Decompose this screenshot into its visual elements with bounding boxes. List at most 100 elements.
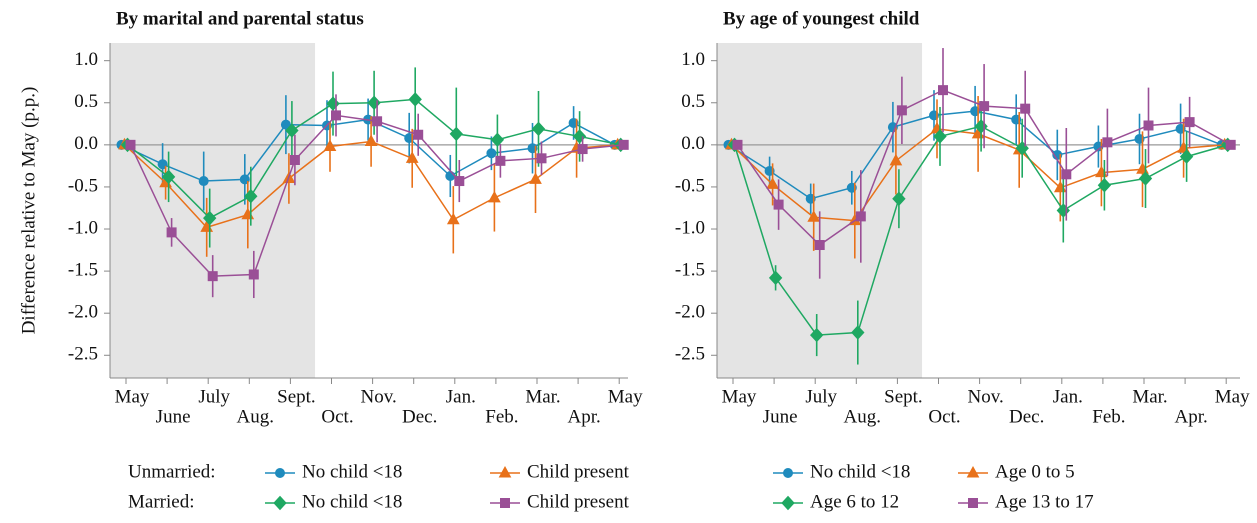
data-point [938, 85, 948, 96]
data-point [285, 123, 299, 138]
data-point [1061, 169, 1072, 180]
legend-marker [273, 495, 287, 511]
legend-label: Age 13 to 17 [995, 491, 1094, 512]
panel-title: By age of youngest child [723, 8, 920, 29]
x-tick-label: Oct. [321, 406, 353, 427]
x-tick-label: May [115, 386, 150, 407]
x-tick-label: June [156, 406, 191, 427]
data-point [814, 240, 825, 251]
shaded-period [110, 43, 316, 378]
data-point [1056, 203, 1070, 218]
data-point [449, 126, 463, 142]
x-tick-label: July [198, 386, 230, 407]
data-point [207, 271, 218, 282]
x-tick-label: Sept. [277, 386, 316, 407]
data-point [490, 132, 505, 148]
data-point [372, 116, 383, 127]
legend-marker [275, 468, 285, 478]
y-tick-label: -0.5 [68, 175, 98, 196]
data-point [1184, 117, 1195, 128]
legend-label: No child <18 [302, 491, 402, 512]
x-tick-label: Apr. [1174, 406, 1207, 427]
y-tick-label: -2.0 [675, 302, 705, 323]
x-tick-label: Jan. [446, 386, 476, 407]
data-point [405, 151, 419, 163]
data-point [289, 154, 300, 165]
data-point [166, 227, 177, 238]
legend-label: Age 6 to 12 [810, 491, 899, 512]
x-tick-label: Nov. [967, 386, 1003, 407]
data-point [198, 176, 209, 187]
x-tick-label: Aug. [237, 406, 274, 427]
legend-marker [498, 465, 512, 478]
data-point [1097, 178, 1112, 193]
data-point [445, 170, 456, 181]
y-tick-label: -2.5 [675, 344, 705, 365]
legend-marker [500, 498, 510, 508]
data-point [855, 211, 866, 222]
data-point [810, 327, 824, 343]
data-point [529, 172, 542, 184]
shaded-period [717, 43, 923, 378]
data-point [1179, 149, 1194, 164]
y-tick-label: 0.5 [74, 91, 98, 112]
y-tick-label: -0.5 [675, 175, 705, 196]
data-point [889, 153, 903, 166]
x-tick-label: Jan. [1053, 386, 1083, 407]
data-point [331, 110, 341, 121]
x-tick-label: June [763, 406, 798, 427]
x-tick-label: Feb. [485, 406, 518, 427]
y-axis-label: Difference relative to May (p.p.) [18, 87, 39, 335]
y-tick-label: 1.0 [74, 49, 98, 70]
y-tick-label: 0.0 [681, 133, 705, 154]
legend-marker [783, 468, 793, 478]
data-point [1225, 139, 1236, 150]
data-point [896, 105, 907, 116]
y-tick-label: -1.5 [68, 259, 98, 280]
x-tick-label: Oct. [928, 406, 960, 427]
data-point [531, 121, 546, 137]
x-tick-label: May [608, 386, 643, 407]
legend-marker [781, 495, 795, 511]
data-point [125, 139, 136, 150]
data-point [768, 270, 783, 286]
x-tick-label: July [805, 386, 837, 407]
data-point [280, 119, 291, 130]
legend-label: Child present [527, 491, 630, 512]
data-point [572, 129, 587, 144]
x-tick-label: Aug. [844, 406, 881, 427]
data-point [1136, 162, 1149, 174]
x-tick-label: Sept. [884, 386, 923, 407]
legend-row-label: Unmarried: [128, 461, 216, 482]
y-tick-label: 1.0 [681, 49, 705, 70]
x-tick-label: May [1215, 386, 1250, 407]
data-point [807, 210, 821, 222]
data-point [244, 188, 258, 204]
legend-label: Age 0 to 5 [995, 461, 1075, 482]
data-point [1020, 103, 1031, 114]
y-tick-label: 0.0 [74, 133, 98, 154]
data-point [408, 92, 422, 107]
x-tick-label: Apr. [567, 406, 600, 427]
panel-title: By marital and parental status [116, 8, 364, 29]
data-point [732, 139, 743, 150]
data-point [773, 199, 784, 210]
legend-row-label: Married: [128, 491, 194, 512]
data-point [618, 139, 629, 150]
y-tick-label: 0.5 [681, 91, 705, 112]
legend-label: No child <18 [810, 461, 910, 482]
data-point [495, 155, 506, 166]
data-point [161, 169, 176, 185]
y-tick-label: -2.0 [68, 302, 98, 323]
data-point [454, 176, 465, 187]
data-point [446, 212, 460, 225]
data-point [1143, 120, 1154, 131]
data-point [323, 139, 337, 152]
legend-marker [966, 465, 980, 478]
data-point [1138, 171, 1153, 186]
data-point [413, 129, 424, 140]
y-tick-label: -1.0 [68, 217, 98, 238]
x-tick-label: May [722, 386, 757, 407]
x-tick-label: Mar. [1132, 386, 1167, 407]
